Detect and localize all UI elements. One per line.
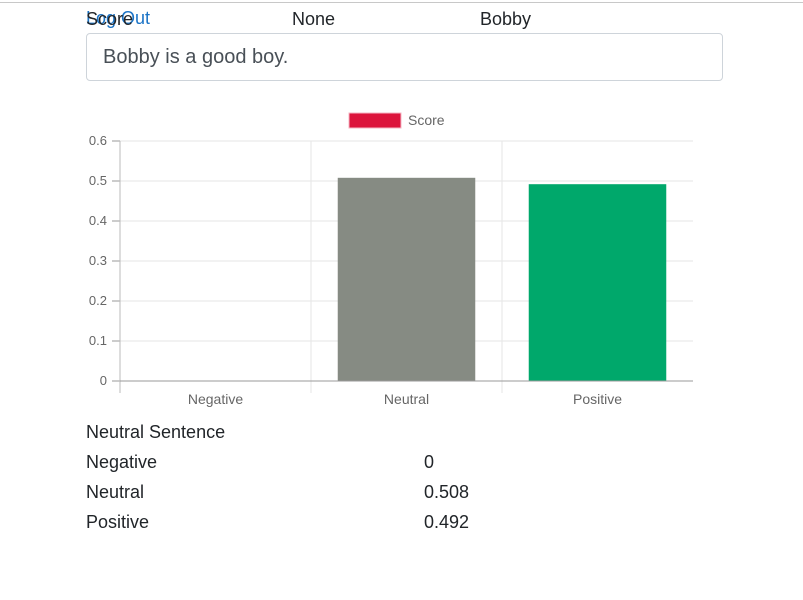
y-tick-label: 0.5 xyxy=(89,173,107,188)
score-label: Score xyxy=(86,9,134,29)
y-tick-label: 0.1 xyxy=(89,333,107,348)
result-value: 0 xyxy=(424,452,435,472)
y-tick-label: 0.6 xyxy=(89,133,107,148)
sentence-input[interactable] xyxy=(86,33,723,81)
result-label: Neutral xyxy=(86,482,145,502)
legend-label: Score xyxy=(408,112,445,128)
chart-legend: Score xyxy=(348,112,445,129)
username: Bobby xyxy=(480,9,532,29)
y-tick-label: 0.3 xyxy=(89,253,107,268)
sentiment-bar-chart: 0 0.1 0.2 0.3 0.4 0.5 0.6 Negative Neutral Positi… xyxy=(89,112,693,407)
results-panel: Neutral Sentence Negative 0 Neutral 0.50… xyxy=(86,420,486,540)
top-divider xyxy=(0,2,803,3)
result-value: 0.492 xyxy=(424,512,470,532)
bar-neutral xyxy=(337,177,476,381)
y-tick-label: 0 xyxy=(100,373,107,388)
y-tick-label: 0.2 xyxy=(89,293,107,308)
result-row-neutral: Neutral 0.508 xyxy=(86,480,486,510)
y-tick-label: 0.4 xyxy=(89,213,107,228)
header-bar: Score None Bobby Log Out xyxy=(86,8,723,32)
status-text: None xyxy=(292,9,336,29)
result-value: 0.508 xyxy=(424,482,470,502)
result-row-positive: Positive 0.492 xyxy=(86,510,486,540)
x-tick-label: Neutral xyxy=(384,391,429,407)
x-tick-label: Negative xyxy=(188,391,243,407)
result-label: Positive xyxy=(86,512,150,532)
x-tick-label: Positive xyxy=(573,391,622,407)
legend-swatch xyxy=(348,112,402,129)
chart-bars xyxy=(337,177,667,381)
result-label: Negative xyxy=(86,452,158,472)
bar-positive xyxy=(528,184,667,381)
logout-link[interactable]: Log Out xyxy=(86,8,151,28)
result-heading: Neutral Sentence xyxy=(86,422,226,442)
result-row-negative: Negative 0 xyxy=(86,450,486,480)
chart-axes: 0 0.1 0.2 0.3 0.4 0.5 0.6 Negative Neutral Positi… xyxy=(89,133,693,407)
